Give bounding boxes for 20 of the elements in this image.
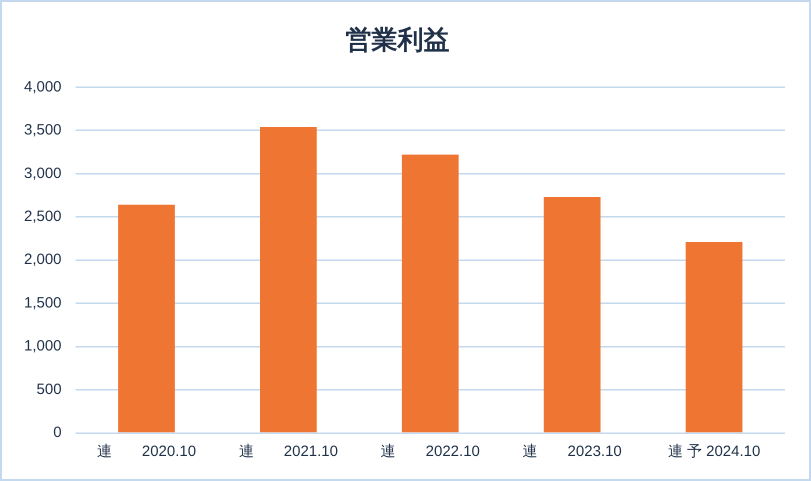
y-tick-label: 3,000 (24, 164, 62, 182)
bar (118, 204, 175, 432)
y-tick-label: 500 (36, 380, 62, 398)
y-tick-label: 1,500 (24, 294, 62, 312)
bar (686, 242, 742, 432)
x-tick-label: 連 2023.10 (522, 443, 622, 460)
bar (544, 196, 601, 432)
y-tick-label: 0 (53, 424, 62, 442)
x-tick-label: 連 予 2024.10 (668, 443, 760, 460)
x-tick-label: 連 2020.10 (96, 443, 196, 460)
y-tick-label: 3,500 (24, 122, 62, 139)
bar (402, 154, 459, 432)
y-tick-label: 4,000 (24, 78, 62, 96)
bar (260, 126, 317, 432)
x-tick-label: 連 2022.10 (380, 443, 480, 460)
y-tick-label: 1,000 (24, 338, 62, 355)
chart-title: 営業利益 (346, 25, 450, 56)
y-tick-label: 2,500 (24, 208, 62, 226)
y-tick-label: 2,000 (24, 251, 62, 268)
x-tick-label: 連 2021.10 (238, 443, 338, 460)
